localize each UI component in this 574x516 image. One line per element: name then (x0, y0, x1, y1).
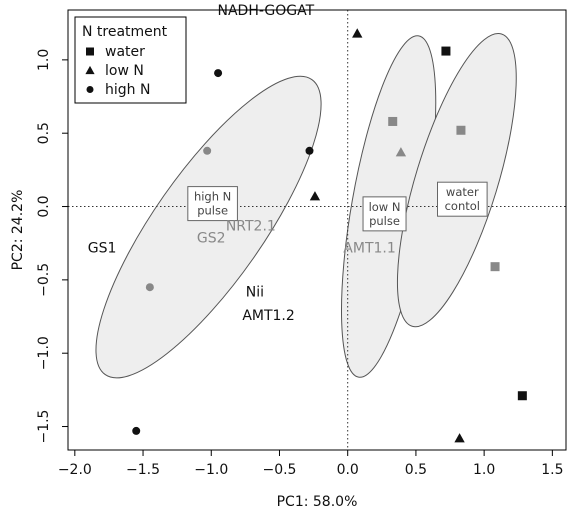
reference-lines (68, 10, 566, 450)
y-tick-label: 0.5 (36, 122, 52, 144)
annotation-nii: Nii (246, 285, 264, 301)
annotation-gs1: GS1 (88, 241, 117, 257)
point-water-5 (517, 391, 527, 401)
group-label-text: low N (369, 200, 401, 214)
x-tick-label: −1.5 (126, 462, 160, 478)
point-high-n-5 (132, 426, 141, 435)
group-label-text: high N (194, 190, 231, 204)
y-tick-label: −0.5 (36, 263, 52, 297)
x-tick-label: 1.5 (541, 462, 563, 478)
legend-label-high-n: high N (105, 82, 150, 98)
legend-title: N treatment (82, 24, 168, 40)
annotation-amt1-1: AMT1.1 (343, 241, 395, 257)
x-tick-label: 0.5 (405, 462, 427, 478)
group-label-box (187, 186, 238, 222)
point-water-3 (456, 125, 466, 135)
legend-label-low-n: low N (105, 63, 144, 79)
point-low-n-3 (309, 191, 321, 201)
legend-label-water: water (105, 44, 145, 60)
y-tick-label: 1.0 (36, 49, 52, 71)
x-tick-label: 0.0 (337, 462, 359, 478)
group-label-box (362, 196, 407, 232)
group-label-text: pulse (197, 204, 228, 218)
annotation-amt1-2: AMT1.2 (242, 308, 294, 324)
point-water-2 (388, 116, 398, 126)
x-tick-label: −2.0 (58, 462, 92, 478)
x-tick-label: 1.0 (473, 462, 495, 478)
plot-frame (67, 9, 567, 451)
annotation-nrt2-1: NRT2.1 (226, 219, 276, 235)
point-water-4 (490, 262, 500, 272)
point-low-n-2 (395, 147, 407, 157)
point-water-1 (441, 46, 451, 56)
y-tick-label: −1.0 (36, 336, 52, 370)
point-high-n-2 (203, 146, 212, 155)
group-label-box (437, 181, 488, 217)
y-tick-label: −1.5 (36, 410, 52, 444)
legend: N treatment water low N high N (74, 16, 187, 104)
point-low-n-4 (454, 433, 465, 443)
axis-layer: −2.0 −1.5 −1.0 −0.5 0.0 0.5 1.0 1.5 1.0 0.5 0.0 −0.… (36, 49, 563, 478)
ellipse-water-contol (396, 33, 517, 328)
annotation-gs2: GS2 (197, 230, 226, 246)
legend-box (74, 16, 187, 104)
y-axis-title: PC2: 24.2% (10, 190, 26, 271)
x-axis-title: PC1: 58.0% (277, 494, 358, 510)
legend-marker-water (86, 47, 94, 56)
ellipse-high-n-pulse (95, 75, 322, 379)
x-tick-label: −1.0 (194, 462, 228, 478)
legend-marker-low-n (85, 65, 95, 75)
point-layer (132, 28, 527, 443)
annotation-nadh-gogat: NADH-GOGAT (217, 3, 314, 19)
point-high-n-1 (214, 69, 223, 78)
group-label-text: pulse (369, 214, 400, 228)
group-label-text: contol (445, 199, 480, 213)
group-label-text: water (446, 185, 479, 199)
point-high-n-4 (145, 283, 154, 292)
legend-marker-high-n (86, 86, 94, 93)
point-low-n-1 (352, 28, 363, 38)
point-high-n-3 (305, 146, 314, 155)
y-tick-label: 0.0 (36, 195, 52, 217)
x-tick-label: −0.5 (262, 462, 296, 478)
